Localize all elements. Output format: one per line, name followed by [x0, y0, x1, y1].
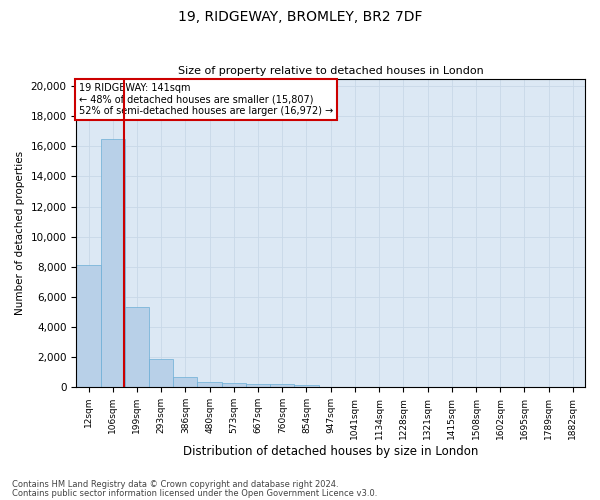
X-axis label: Distribution of detached houses by size in London: Distribution of detached houses by size … — [183, 444, 478, 458]
Bar — [197, 382, 222, 387]
Bar — [101, 139, 125, 387]
Y-axis label: Number of detached properties: Number of detached properties — [15, 151, 25, 315]
Bar — [76, 265, 101, 387]
Text: 19, RIDGEWAY, BROMLEY, BR2 7DF: 19, RIDGEWAY, BROMLEY, BR2 7DF — [178, 10, 422, 24]
Bar — [149, 360, 173, 387]
Bar — [270, 384, 295, 387]
Bar — [173, 377, 197, 387]
Text: 19 RIDGEWAY: 141sqm
← 48% of detached houses are smaller (15,807)
52% of semi-de: 19 RIDGEWAY: 141sqm ← 48% of detached ho… — [79, 84, 333, 116]
Text: Contains HM Land Registry data © Crown copyright and database right 2024.: Contains HM Land Registry data © Crown c… — [12, 480, 338, 489]
Bar — [295, 384, 319, 387]
Bar — [246, 384, 270, 387]
Bar — [222, 383, 246, 387]
Title: Size of property relative to detached houses in London: Size of property relative to detached ho… — [178, 66, 484, 76]
Text: Contains public sector information licensed under the Open Government Licence v3: Contains public sector information licen… — [12, 488, 377, 498]
Bar — [125, 308, 149, 387]
